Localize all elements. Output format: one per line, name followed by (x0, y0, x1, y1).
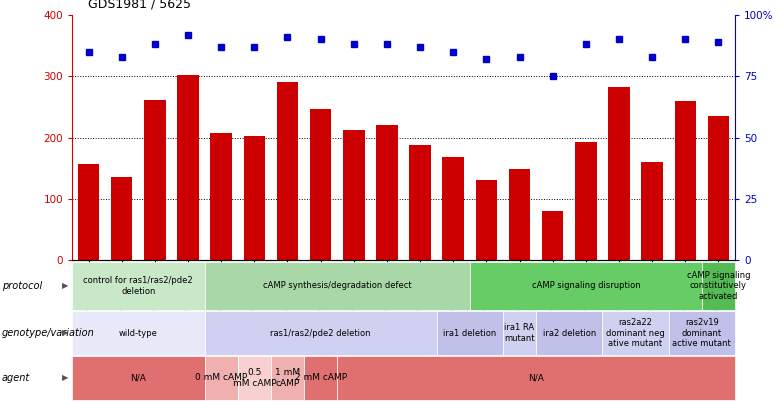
Text: GDS1981 / 5625: GDS1981 / 5625 (87, 0, 190, 10)
Text: ▶: ▶ (62, 281, 68, 290)
Bar (177, 75, 199, 260)
Text: wild-type: wild-type (119, 328, 158, 337)
Bar (78, 164, 99, 260)
Bar (442, 157, 464, 260)
Bar (608, 87, 629, 260)
Text: ras2a22
dominant neg
ative mutant: ras2a22 dominant neg ative mutant (606, 318, 665, 348)
Text: N/A: N/A (130, 373, 146, 382)
Text: cAMP synthesis/degradation defect: cAMP synthesis/degradation defect (263, 281, 412, 290)
Bar (310, 109, 332, 260)
Text: control for ras1/ras2/pde2
deletion: control for ras1/ras2/pde2 deletion (83, 276, 193, 296)
Bar (476, 180, 497, 260)
Bar (410, 145, 431, 260)
Text: ira1 RA
mutant: ira1 RA mutant (505, 323, 535, 343)
Text: cAMP signaling disruption: cAMP signaling disruption (531, 281, 640, 290)
Text: ras2v19
dominant
active mutant: ras2v19 dominant active mutant (672, 318, 731, 348)
Bar (144, 100, 165, 260)
Text: 1 mM
cAMP: 1 mM cAMP (275, 368, 300, 388)
Text: 2 mM cAMP: 2 mM cAMP (295, 373, 346, 382)
Bar (111, 177, 133, 260)
Bar (243, 136, 265, 260)
Text: ▶: ▶ (62, 328, 68, 337)
Text: 0 mM cAMP: 0 mM cAMP (195, 373, 247, 382)
Bar (675, 101, 696, 260)
Bar (211, 133, 232, 260)
Text: agent: agent (2, 373, 30, 383)
Text: ira2 deletion: ira2 deletion (543, 328, 596, 337)
Bar (343, 130, 364, 260)
Bar (376, 125, 398, 260)
Bar (509, 169, 530, 260)
Text: ▶: ▶ (62, 373, 68, 382)
Bar (277, 82, 298, 260)
Text: protocol: protocol (2, 281, 42, 291)
Bar (641, 162, 663, 260)
Text: genotype/variation: genotype/variation (2, 328, 94, 338)
Text: ira1 deletion: ira1 deletion (443, 328, 496, 337)
Bar (542, 211, 563, 260)
Text: N/A: N/A (528, 373, 544, 382)
Bar (707, 116, 729, 260)
Text: ras1/ras2/pde2 deletion: ras1/ras2/pde2 deletion (271, 328, 370, 337)
Bar (575, 142, 597, 260)
Text: cAMP signaling
constitutively
activated: cAMP signaling constitutively activated (686, 271, 750, 301)
Text: 0.5
mM cAMP: 0.5 mM cAMP (232, 368, 276, 388)
